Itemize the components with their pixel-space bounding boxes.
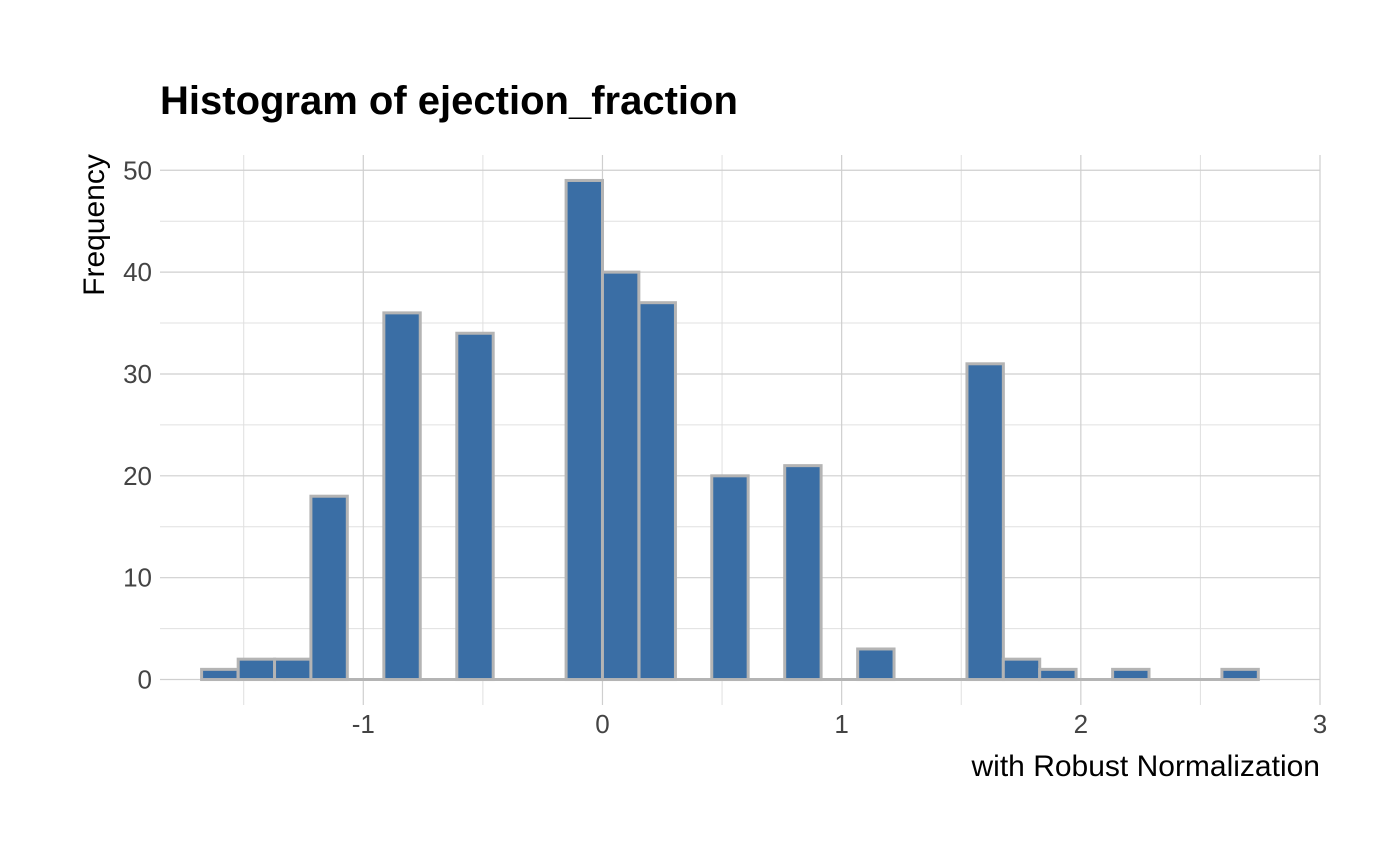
x-tick-labels: -1 0 1 2 3 <box>352 709 1327 739</box>
x-axis-title: with Robust Normalization <box>971 750 1320 783</box>
histogram-bar <box>455 331 495 682</box>
histogram-bar <box>1001 657 1042 682</box>
bars <box>200 178 1260 682</box>
histogram-bar <box>1220 667 1260 682</box>
histogram-bar <box>783 464 823 682</box>
histogram-bar <box>637 301 677 682</box>
x-tick-label: 1 <box>834 709 848 739</box>
x-tick-label: 2 <box>1074 709 1088 739</box>
histogram-bar <box>1038 667 1078 682</box>
histogram-bar <box>309 494 349 682</box>
y-tick-labels: 0 10 20 30 40 50 <box>123 155 152 694</box>
histogram-bar <box>710 474 750 682</box>
histogram-bar <box>965 362 1005 682</box>
y-tick-label: 10 <box>123 563 152 593</box>
histogram-bar <box>564 178 604 682</box>
y-axis-title: Frequency <box>78 154 111 296</box>
histogram-bar <box>382 311 422 682</box>
y-tick-label: 20 <box>123 461 152 491</box>
y-tick-label: 0 <box>138 665 152 695</box>
histogram-bar <box>273 657 313 682</box>
y-tick-label: 30 <box>123 359 152 389</box>
x-tick-label: 3 <box>1313 709 1327 739</box>
histogram-bar <box>236 657 277 682</box>
histogram-bar <box>1111 667 1151 682</box>
histogram-bar <box>600 270 641 682</box>
x-tick-label: 0 <box>595 709 609 739</box>
y-tick-label: 40 <box>123 257 152 287</box>
chart-title: Histogram of ejection_fraction <box>160 79 738 123</box>
histogram-bar <box>856 647 896 682</box>
y-tick-label: 50 <box>123 155 152 185</box>
x-tick-label: -1 <box>352 709 375 739</box>
histogram-bar <box>200 667 240 682</box>
